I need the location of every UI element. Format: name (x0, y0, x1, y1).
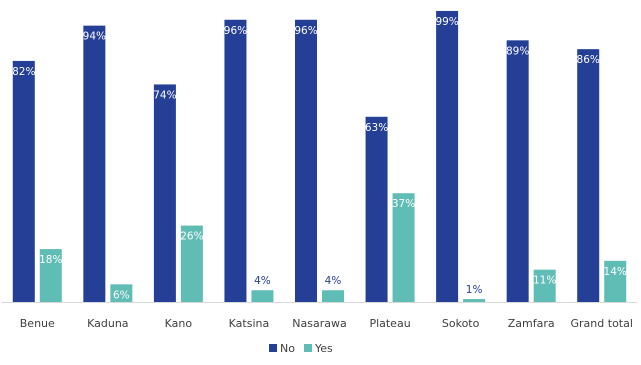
bar-yes-benue (39, 249, 62, 302)
bar-no-grand-total (577, 49, 600, 302)
data-label-yes: 6% (113, 289, 130, 301)
bar-yes-zamfara (533, 269, 556, 302)
data-label-yes: 1% (466, 284, 483, 296)
data-label-no: 89% (506, 45, 529, 57)
legend-swatch-no (269, 344, 277, 352)
data-label-no: 96% (224, 25, 247, 37)
bar-no-katsina (224, 19, 247, 302)
bar-yes-kaduna (110, 284, 133, 302)
data-label-no: 99% (435, 16, 458, 28)
legend-label-no: No (280, 342, 295, 355)
x-tick-label: Plateau (369, 317, 410, 330)
data-label-no: 82% (12, 66, 35, 78)
bar-yes-grand-total (604, 260, 627, 302)
legend-swatch-yes (304, 344, 312, 352)
data-label-no: 63% (365, 122, 388, 134)
bars-group: 82% 18% 94% 6% 74% 26% 96% 4% 96% 4% 63% 37% 99% 1% 89… (12, 10, 627, 303)
bar-no-sokoto (436, 10, 459, 302)
x-tick-label: Kaduna (87, 317, 128, 330)
x-tick-labels: Benue Kaduna Kano Katsina Nasarawa Plateau Sok… (20, 317, 633, 330)
legend-label-yes: Yes (314, 342, 333, 355)
bar-yes-katsina (251, 290, 274, 302)
bar-no-zamfara (506, 40, 529, 303)
bar-yes-plateau (392, 193, 415, 302)
x-tick-label: Kano (165, 317, 193, 330)
legend: No Yes (269, 342, 333, 355)
data-label-no: 74% (153, 89, 176, 101)
x-tick-label: Zamfara (508, 317, 555, 330)
x-tick-label: Grand total (571, 317, 633, 330)
bar-yes-kano (180, 225, 203, 302)
x-tick-label: Sokoto (442, 317, 480, 330)
bar-no-kano (153, 84, 176, 302)
bar-no-benue (12, 60, 35, 302)
data-label-no: 96% (294, 25, 317, 37)
x-tick-label: Nasarawa (292, 317, 346, 330)
data-label-yes: 18% (39, 254, 62, 266)
x-tick-label: Katsina (229, 317, 270, 330)
data-label-yes: 4% (325, 275, 342, 287)
data-label-no: 86% (577, 54, 600, 66)
x-tick-label: Benue (20, 317, 55, 330)
data-label-yes: 11% (533, 275, 556, 287)
data-label-yes: 4% (254, 275, 271, 287)
bar-yes-sokoto (463, 299, 486, 302)
data-label-yes: 37% (392, 198, 415, 210)
data-label-yes: 26% (180, 231, 203, 243)
bar-yes-nasarawa (322, 290, 344, 302)
data-label-yes: 14% (604, 266, 627, 278)
bar-no-plateau (365, 116, 388, 302)
data-label-no: 94% (83, 31, 106, 43)
bar-no-kaduna (83, 25, 106, 302)
bar-no-nasarawa (295, 19, 317, 302)
